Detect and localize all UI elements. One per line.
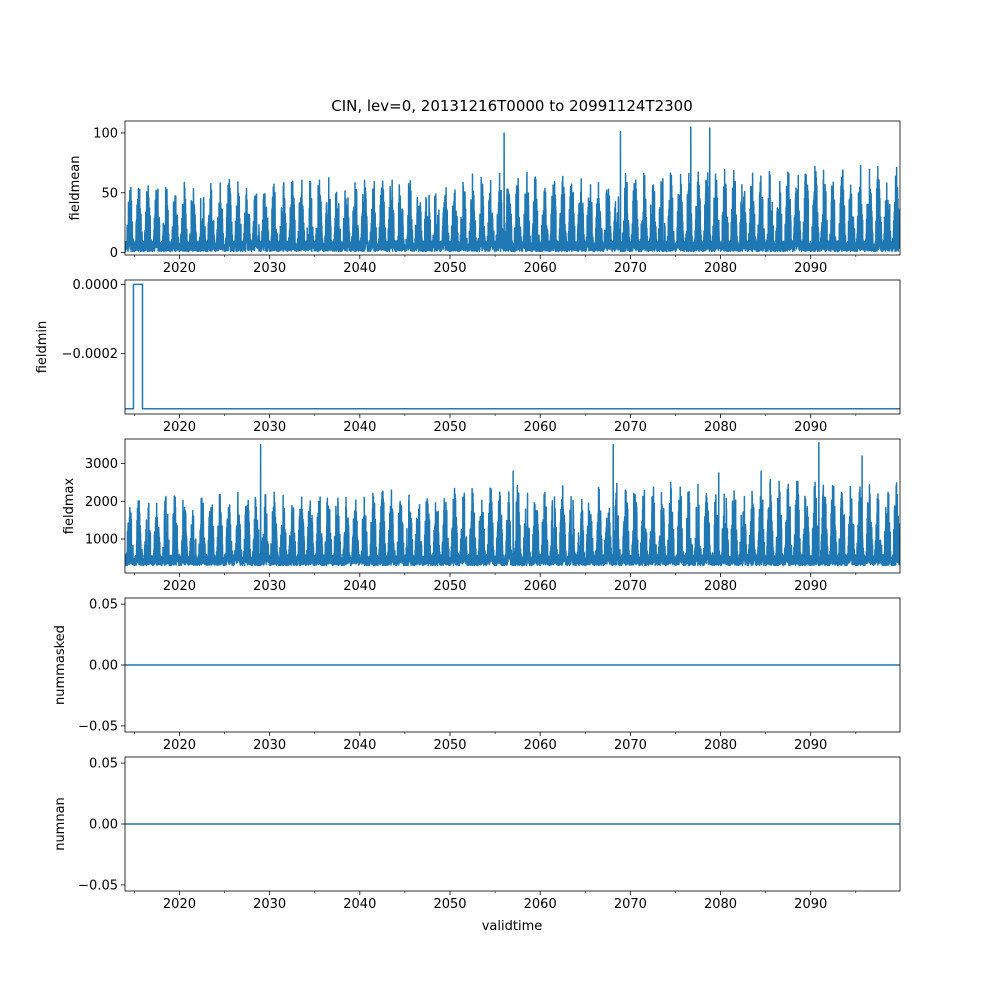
x-tick-label: 2080 xyxy=(704,579,737,594)
x-tick-label: 2080 xyxy=(704,261,737,276)
subplot-fieldmax: 2020 2030 2040 2050 2060 2070 2080 2090 1000 2000… xyxy=(62,438,901,594)
y-tick-label: 0.00 xyxy=(89,659,118,674)
x-tick-label: 2080 xyxy=(704,897,737,912)
y-axis-label: fieldmax xyxy=(62,478,77,535)
x-tick-label: 2030 xyxy=(253,579,286,594)
x-tick-label: 2050 xyxy=(433,420,466,435)
subplots: 2020 2030 2040 2050 2060 2070 2080 2090 0 50 100 fi… xyxy=(35,120,901,912)
x-tick-label: 2090 xyxy=(794,897,827,912)
y-tick-label: 3000 xyxy=(85,457,118,472)
x-tick-label: 2070 xyxy=(614,579,647,594)
axes-frame-fieldmax xyxy=(124,438,901,574)
x-tick-label: 2070 xyxy=(614,897,647,912)
y-axis-label: fieldmean xyxy=(68,156,83,221)
series-line-fieldmean xyxy=(125,126,900,253)
x-tick-label: 2030 xyxy=(253,738,286,753)
x-tick-label: 2090 xyxy=(794,579,827,594)
subplot-nummasked: 2020 2030 2040 2050 2060 2070 2080 2090 0.05 0.00… xyxy=(53,598,901,753)
x-tick-label: 2030 xyxy=(253,420,286,435)
subplot-fieldmean: 2020 2030 2040 2050 2060 2070 2080 2090 0 50 100 fi… xyxy=(68,120,901,276)
x-tick-label: 2050 xyxy=(433,897,466,912)
y-tick-label: 0.05 xyxy=(89,598,118,613)
y-tick-label: −0.05 xyxy=(78,878,118,893)
x-tick-label: 2050 xyxy=(433,261,466,276)
x-tick-label: 2020 xyxy=(163,420,196,435)
x-tick-label: 2080 xyxy=(704,420,737,435)
chart-title: CIN, lev=0, 20131216T0000 to 20991124T23… xyxy=(331,97,693,115)
x-tick-label: 2060 xyxy=(524,420,557,435)
x-tick-label: 2020 xyxy=(163,897,196,912)
x-tick-label: 2080 xyxy=(704,738,737,753)
x-tick-label: 2070 xyxy=(614,738,647,753)
y-tick-label: 2000 xyxy=(85,495,118,510)
x-tick-label: 2060 xyxy=(524,261,557,276)
y-axis-label: fieldmin xyxy=(35,321,50,374)
y-axis-label: numnan xyxy=(53,797,68,851)
y-tick-label: 100 xyxy=(93,126,118,141)
series-line-fieldmin xyxy=(125,283,900,410)
x-tick-label: 2030 xyxy=(253,897,286,912)
subplot-fieldmin: 2020 2030 2040 2050 2060 2070 2080 2090 0.0000 −0… xyxy=(35,278,901,435)
axes-frame-fieldmean xyxy=(124,120,901,256)
x-tick-label: 2060 xyxy=(524,897,557,912)
x-tick-label: 2060 xyxy=(524,738,557,753)
x-tick-label: 2020 xyxy=(163,738,196,753)
x-tick-label: 2040 xyxy=(343,738,376,753)
x-tick-label: 2020 xyxy=(163,579,196,594)
y-tick-label: 0.0000 xyxy=(73,278,119,293)
x-tick-label: 2040 xyxy=(343,261,376,276)
x-tick-label: 2050 xyxy=(433,738,466,753)
y-tick-label: −0.05 xyxy=(78,719,118,734)
y-tick-label: 1000 xyxy=(85,533,118,548)
series-line-fieldmax xyxy=(125,442,900,567)
x-tick-label: 2040 xyxy=(343,897,376,912)
y-tick-label: 50 xyxy=(101,186,118,201)
y-tick-label: 0.00 xyxy=(89,818,118,833)
y-tick-label: −0.0002 xyxy=(62,347,118,362)
x-tick-label: 2070 xyxy=(614,420,647,435)
x-tick-label: 2030 xyxy=(253,261,286,276)
subplot-numnan: 2020 2030 2040 2050 2060 2070 2080 2090 0.05 0.00… xyxy=(53,757,901,912)
x-tick-label: 2050 xyxy=(433,579,466,594)
y-tick-label: 0 xyxy=(110,246,118,261)
x-axis-label: validtime xyxy=(482,919,543,934)
y-tick-label: 0.05 xyxy=(89,757,118,772)
x-tick-label: 2040 xyxy=(343,420,376,435)
x-tick-label: 2090 xyxy=(794,261,827,276)
x-tick-label: 2070 xyxy=(614,261,647,276)
y-axis-label: nummasked xyxy=(53,625,68,705)
x-tick-label: 2020 xyxy=(163,261,196,276)
axes-frame-fieldmin xyxy=(124,279,901,415)
x-tick-label: 2090 xyxy=(794,420,827,435)
x-tick-label: 2060 xyxy=(524,579,557,594)
x-tick-label: 2040 xyxy=(343,579,376,594)
x-tick-label: 2090 xyxy=(794,738,827,753)
